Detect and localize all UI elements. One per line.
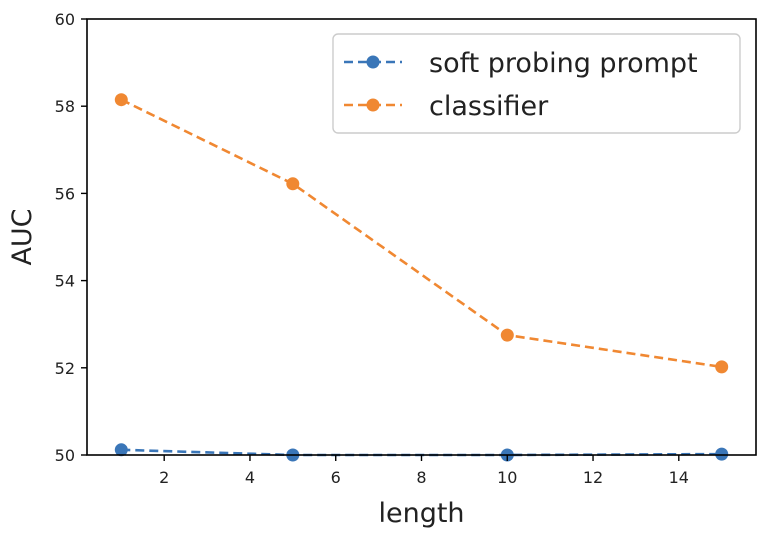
series-0-point-0	[114, 443, 128, 457]
x-tick-label-5: 12	[583, 468, 603, 487]
y-tick-label-1: 52	[55, 359, 75, 378]
series-1-point-1	[286, 177, 300, 191]
y-tick-label-2: 54	[55, 272, 75, 291]
series-0-point-3	[715, 447, 729, 461]
legend-marker-0	[366, 55, 380, 69]
x-tick-label-0: 2	[159, 468, 169, 487]
y-axis-title: AUC	[7, 208, 38, 265]
legend: soft probing prompt classifier	[332, 33, 741, 134]
axes-layer: 2 4 6 8 10 12 14 50 52 54 56 58 60 length AUC	[7, 10, 757, 529]
legend-box	[332, 33, 741, 134]
y-tick-label-0: 50	[55, 446, 75, 465]
y-tick-label-3: 56	[55, 184, 75, 203]
x-tick-label-6: 14	[669, 468, 689, 487]
x-tick-label-4: 10	[497, 468, 517, 487]
plot-data-layer	[114, 93, 729, 462]
y-tick-label-5: 60	[55, 10, 75, 29]
series-line-1	[120, 98, 722, 369]
legend-label-0: soft probing prompt	[429, 48, 698, 79]
series-1-point-3	[715, 360, 729, 374]
x-tick-label-3: 8	[416, 468, 426, 487]
series-1-point-0	[114, 93, 128, 107]
x-axis-title: length	[378, 498, 464, 529]
legend-label-1: classifier	[429, 91, 549, 122]
y-tick-label-4: 58	[55, 97, 75, 116]
x-tick-label-1: 4	[245, 468, 255, 487]
legend-marker-1	[366, 98, 380, 112]
series-1-point-2	[500, 328, 514, 342]
x-tick-label-2: 6	[331, 468, 341, 487]
